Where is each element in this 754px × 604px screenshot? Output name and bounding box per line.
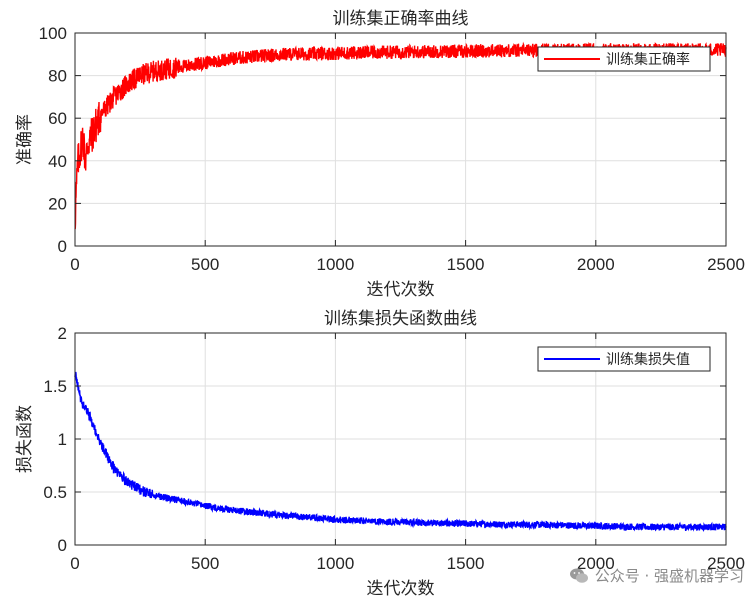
chart-title: 训练集损失函数曲线 (324, 309, 477, 329)
series-line-1 (74, 371, 727, 533)
watermark: 公众号 · 强盛机器学习 (569, 565, 744, 586)
y-tick-label: 0.5 (43, 483, 67, 502)
axes-box (74, 32, 727, 247)
x-axis-label: 迭代次数 (367, 579, 435, 599)
x-tick-label: 1000 (316, 554, 354, 573)
watermark-text: 公众号 · 强盛机器学习 (594, 567, 744, 585)
y-tick-label: 2 (58, 324, 67, 343)
x-axis-label: 迭代次数 (367, 280, 435, 300)
legend: 训练集损失值 (537, 346, 711, 372)
y-tick-label: 0 (58, 536, 67, 555)
x-tick-label: 500 (191, 554, 219, 573)
y-tick-label: 100 (39, 24, 67, 43)
x-tick-label: 2500 (707, 554, 745, 573)
legend-label: 训练集正确率 (606, 51, 690, 68)
x-tick-label: 2500 (707, 255, 745, 274)
chart-title: 训练集正确率曲线 (333, 9, 469, 29)
y-tick-label: 40 (48, 152, 67, 171)
y-tick-label: 1 (58, 430, 67, 449)
x-tick-label: 0 (70, 255, 79, 274)
y-tick-label: 1.5 (43, 377, 67, 396)
x-tick-label: 1500 (447, 554, 485, 573)
y-tick-label: 0 (58, 237, 67, 256)
y-axis-label: 准确率 (15, 114, 35, 165)
x-tick-label: 2000 (577, 255, 615, 274)
x-tick-label: 500 (191, 255, 219, 274)
x-tick-label: 1500 (447, 255, 485, 274)
x-tick-label: 0 (70, 554, 79, 573)
chart-1: 0 500 1000 1500 2000 2500 0 20 40 60 80 100 训练集正确率曲线… (15, 9, 745, 300)
legend-label: 训练集损失值 (606, 351, 690, 368)
legend: 训练集正确率 (537, 46, 711, 72)
x-tick-label: 1000 (316, 255, 354, 274)
chart-2: 0 500 1000 1500 2000 2500 0 0.5 1 1.5 2 训练集损失函数曲线迭代… (15, 309, 745, 599)
y-tick-label: 60 (48, 109, 67, 128)
y-axis-label: 损失函数 (15, 405, 35, 473)
y-tick-label: 20 (48, 194, 67, 213)
wechat-icon (569, 568, 588, 583)
x-tick-label: 2000 (577, 554, 615, 573)
y-tick-label: 80 (48, 67, 67, 86)
